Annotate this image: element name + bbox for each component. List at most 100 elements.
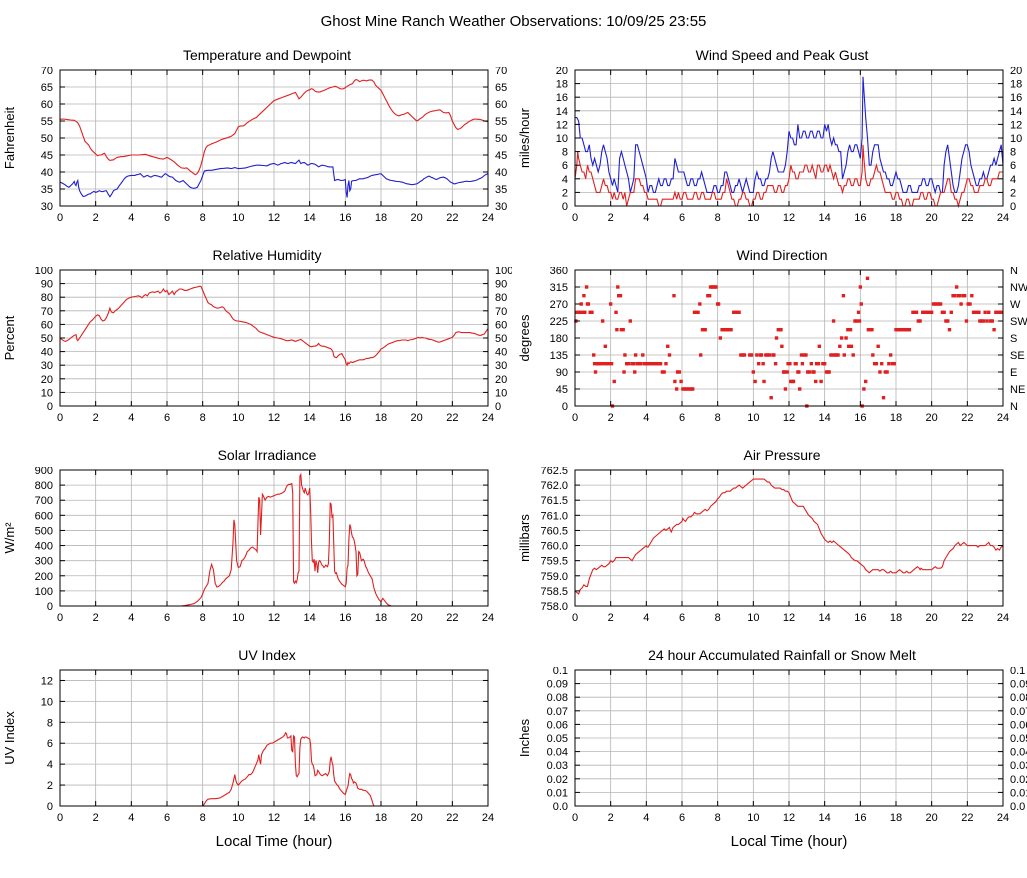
- svg-text:4: 4: [128, 212, 134, 224]
- svg-text:2: 2: [93, 412, 99, 424]
- svg-text:14: 14: [819, 212, 831, 224]
- svg-text:6: 6: [679, 412, 685, 424]
- svg-text:10: 10: [747, 412, 759, 424]
- svg-text:2: 2: [562, 187, 568, 199]
- svg-text:10: 10: [232, 612, 244, 624]
- air-pressure-chart: 0 2 4 6 8 10 12 14 16 18 20 22 24758.0758.5759.0759.…: [517, 467, 1009, 624]
- svg-text:45: 45: [556, 384, 568, 396]
- svg-text:20: 20: [926, 812, 938, 824]
- chart-title-air-pressure: Air Pressure: [743, 447, 821, 463]
- svg-text:2: 2: [93, 612, 99, 624]
- svg-text:0: 0: [47, 601, 53, 613]
- svg-text:0.08: 0.08: [547, 692, 568, 704]
- svg-text:0: 0: [572, 412, 578, 424]
- svg-text:24: 24: [997, 212, 1009, 224]
- svg-text:24: 24: [997, 412, 1009, 424]
- svg-text:4: 4: [562, 174, 568, 186]
- svg-text:12: 12: [783, 412, 795, 424]
- svg-text:0.02: 0.02: [1010, 774, 1027, 786]
- svg-text:0: 0: [57, 812, 63, 824]
- svg-text:759.0: 759.0: [540, 571, 568, 583]
- svg-text:Fahrenheit: Fahrenheit: [2, 107, 17, 170]
- svg-text:2: 2: [47, 780, 53, 792]
- svg-text:6: 6: [164, 212, 170, 224]
- svg-text:10: 10: [556, 133, 568, 145]
- svg-text:12: 12: [783, 212, 795, 224]
- svg-text:40: 40: [495, 347, 507, 359]
- svg-text:55: 55: [495, 116, 507, 128]
- svg-text:18: 18: [556, 79, 568, 91]
- svg-text:Local Time (hour): Local Time (hour): [216, 833, 333, 850]
- svg-text:225: 225: [550, 316, 568, 328]
- svg-text:8: 8: [200, 812, 206, 824]
- svg-text:60: 60: [41, 319, 53, 331]
- svg-text:6: 6: [47, 738, 53, 750]
- svg-text:0.03: 0.03: [547, 760, 568, 772]
- svg-text:0.01: 0.01: [1010, 787, 1027, 799]
- svg-text:270: 270: [550, 299, 568, 311]
- svg-text:65: 65: [41, 82, 53, 94]
- svg-text:4: 4: [47, 759, 53, 771]
- svg-text:18: 18: [375, 412, 387, 424]
- svg-text:10: 10: [747, 612, 759, 624]
- svg-text:18: 18: [890, 412, 902, 424]
- svg-text:8: 8: [715, 412, 721, 424]
- svg-text:761.0: 761.0: [540, 510, 568, 522]
- svg-text:0: 0: [572, 612, 578, 624]
- svg-text:0.05: 0.05: [547, 733, 568, 745]
- svg-text:4: 4: [128, 812, 134, 824]
- svg-text:0.04: 0.04: [1010, 747, 1027, 759]
- chart-title-wind-speed-gust: Wind Speed and Peak Gust: [695, 47, 869, 63]
- svg-text:millibars: millibars: [517, 514, 532, 562]
- svg-text:22: 22: [961, 612, 973, 624]
- svg-text:45: 45: [41, 150, 53, 162]
- svg-text:10: 10: [232, 812, 244, 824]
- svg-text:12: 12: [268, 212, 280, 224]
- svg-text:22: 22: [961, 212, 973, 224]
- svg-text:18: 18: [890, 212, 902, 224]
- svg-text:0: 0: [57, 212, 63, 224]
- svg-text:0.01: 0.01: [547, 787, 568, 799]
- svg-text:135: 135: [550, 350, 568, 362]
- svg-text:180: 180: [550, 333, 568, 345]
- svg-text:2: 2: [93, 812, 99, 824]
- svg-text:65: 65: [495, 82, 507, 94]
- rainfall-chart: 0246810121416182022240.00.00.010.010.020…: [517, 667, 1027, 850]
- svg-text:2: 2: [1010, 187, 1016, 199]
- svg-text:6: 6: [679, 212, 685, 224]
- panel-rainfall: 24 hour Accumulated Rainfall or Snow Mel…: [515, 637, 1027, 865]
- svg-text:90: 90: [495, 279, 507, 291]
- svg-text:4: 4: [643, 812, 649, 824]
- svg-text:70: 70: [495, 306, 507, 318]
- solar-irradiance-chart: 0 2 4 6 8 10 12 14 16 18 20 22 240100200300400500600…: [2, 467, 494, 624]
- svg-text:SW: SW: [1010, 316, 1027, 328]
- svg-text:0: 0: [562, 201, 568, 213]
- svg-text:0.06: 0.06: [547, 719, 568, 731]
- svg-text:16: 16: [339, 412, 351, 424]
- svg-text:2: 2: [608, 412, 614, 424]
- svg-text:20: 20: [556, 67, 568, 77]
- svg-text:0.07: 0.07: [1010, 706, 1027, 718]
- svg-text:400: 400: [35, 541, 53, 553]
- svg-text:0.08: 0.08: [1010, 692, 1027, 704]
- svg-text:16: 16: [854, 212, 866, 224]
- svg-text:758.5: 758.5: [540, 586, 568, 598]
- svg-text:4: 4: [128, 612, 134, 624]
- svg-text:10: 10: [1010, 133, 1022, 145]
- svg-text:22: 22: [961, 812, 973, 824]
- panel-air-pressure: Air Pressure 0 2 4 6 8 10 12 14 16 18 20 22 24 758.0 7…: [515, 437, 1027, 637]
- svg-text:80: 80: [495, 292, 507, 304]
- svg-text:20: 20: [926, 212, 938, 224]
- svg-text:10: 10: [232, 412, 244, 424]
- svg-text:0: 0: [47, 401, 53, 413]
- svg-text:0.07: 0.07: [547, 706, 568, 718]
- svg-text:miles/hour: miles/hour: [517, 107, 532, 168]
- svg-text:0.05: 0.05: [1010, 733, 1027, 745]
- svg-text:2: 2: [93, 212, 99, 224]
- svg-text:40: 40: [495, 167, 507, 179]
- svg-text:40: 40: [41, 347, 53, 359]
- svg-text:12: 12: [268, 612, 280, 624]
- svg-text:16: 16: [339, 612, 351, 624]
- svg-text:14: 14: [304, 412, 316, 424]
